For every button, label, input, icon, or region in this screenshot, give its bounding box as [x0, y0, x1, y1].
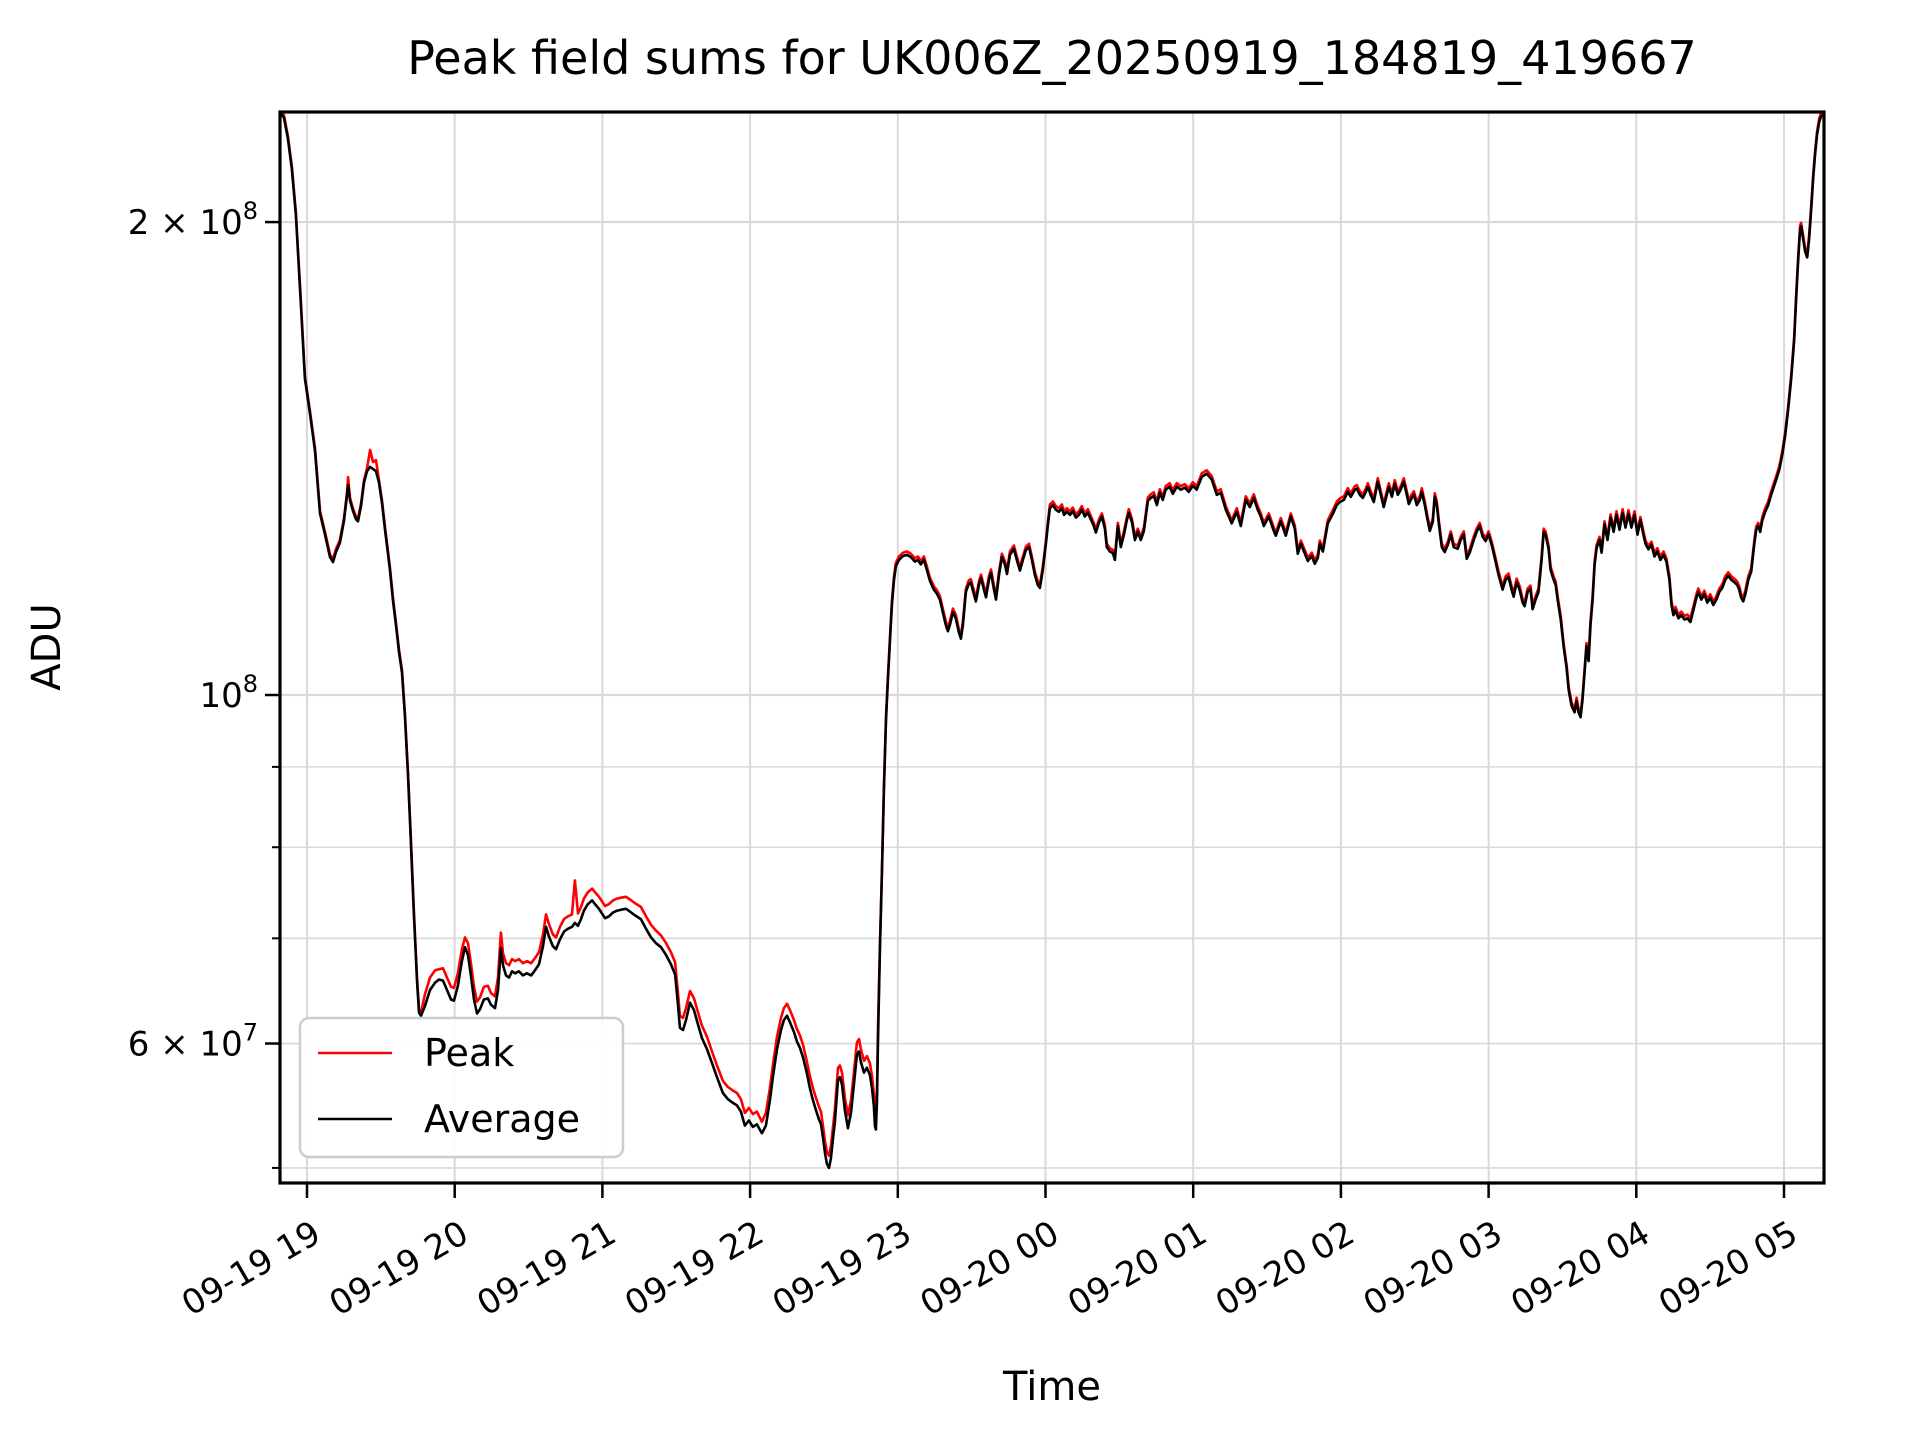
x-tick-label: 09-20 05: [1652, 1213, 1804, 1324]
x-tick-label: 09-19 20: [323, 1213, 475, 1324]
series-layer: [280, 112, 1824, 1170]
legend-peak-label: Peak: [424, 1031, 514, 1075]
grid-layer: [280, 112, 1824, 1183]
x-tick-label: 09-19 19: [175, 1213, 327, 1324]
y-tick-label: 6 × 107: [128, 1019, 258, 1065]
average-line: [280, 112, 1824, 1170]
x-tick-label: 09-20 01: [1061, 1213, 1213, 1324]
plot-spines: [278, 110, 1826, 1185]
x-tick-label: 09-20 00: [914, 1213, 1066, 1324]
y-axis-label: ADU: [24, 603, 70, 690]
legend: Peak Average: [298, 1016, 625, 1159]
x-tick-label: 09-19 21: [471, 1213, 623, 1324]
x-tick-label: 09-20 03: [1357, 1213, 1509, 1324]
x-tick-label: 09-19 22: [618, 1213, 770, 1324]
y-tick-label: 108: [199, 670, 258, 716]
x-axis-label: Time: [1002, 1364, 1101, 1410]
plot-area: [280, 112, 1824, 1183]
y-tick-label: 2 × 108: [128, 197, 258, 243]
x-tick-label: 09-20 04: [1504, 1213, 1656, 1324]
x-tick-label: 09-20 02: [1209, 1213, 1361, 1324]
chart-title: Peak field sums for UK006Z_20250919_1848…: [407, 31, 1697, 85]
x-tick-label: 09-19 23: [766, 1213, 918, 1324]
legend-average-label: Average: [424, 1097, 580, 1141]
